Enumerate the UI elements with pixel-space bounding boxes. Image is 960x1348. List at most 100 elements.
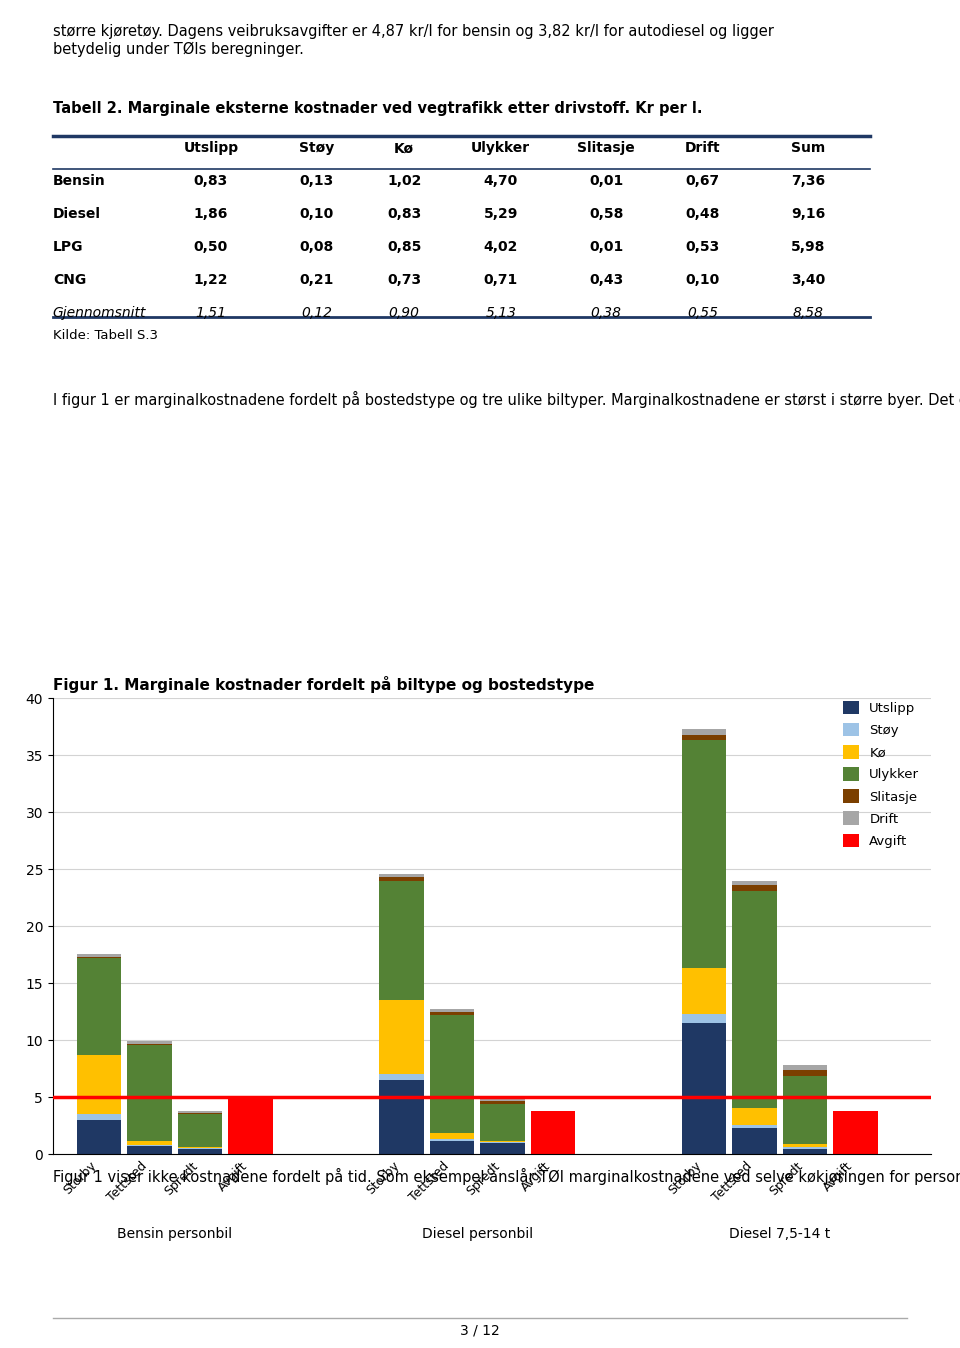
Text: 0,85: 0,85: [387, 240, 421, 255]
Bar: [77, 958, 121, 1055]
Text: Bensin: Bensin: [53, 174, 106, 189]
Text: Ulykker: Ulykker: [471, 142, 530, 155]
Text: 1,51: 1,51: [196, 306, 227, 321]
Text: Figur 1 viser ikke kostnadene fordelt på tid. Som eksempel anslår TØI marginalko: Figur 1 viser ikke kostnadene fordelt på…: [53, 1167, 960, 1185]
Bar: [77, 1115, 121, 1120]
Bar: [178, 1148, 222, 1154]
Bar: [178, 1113, 222, 1147]
Text: 0,01: 0,01: [589, 174, 623, 189]
Text: større kjøretøy. Dagens veibruksavgifter er 4,87 kr/l for bensin og 3,82 kr/l fo: større kjøretøy. Dagens veibruksavgifter…: [53, 24, 774, 57]
Text: Sum: Sum: [791, 142, 826, 155]
Text: 1,86: 1,86: [194, 208, 228, 221]
Text: 0,67: 0,67: [685, 174, 720, 189]
Text: 0,73: 0,73: [387, 274, 421, 287]
Text: Kilde: Tabell S.3: Kilde: Tabell S.3: [53, 329, 157, 341]
Text: Bensin personbil: Bensin personbil: [117, 1227, 232, 1240]
Text: Diesel: Diesel: [53, 208, 101, 221]
Bar: [128, 1146, 172, 1154]
Text: 3,40: 3,40: [791, 274, 826, 287]
Bar: [783, 1144, 828, 1147]
Text: 4,70: 4,70: [484, 174, 517, 189]
Text: 0,50: 0,50: [194, 240, 228, 255]
Text: Slitasje: Slitasje: [577, 142, 636, 155]
Bar: [783, 1065, 828, 1070]
Bar: [682, 968, 727, 1014]
Bar: [732, 880, 777, 886]
Bar: [682, 1014, 727, 1023]
Text: 0,55: 0,55: [687, 306, 718, 321]
Bar: [732, 1124, 777, 1128]
Bar: [128, 1042, 172, 1043]
Text: Utslipp: Utslipp: [183, 142, 238, 155]
Bar: [480, 1104, 525, 1142]
Bar: [480, 1099, 525, 1101]
Text: 1,02: 1,02: [387, 174, 421, 189]
Bar: [531, 1111, 575, 1154]
Text: 0,83: 0,83: [194, 174, 228, 189]
Text: 0,38: 0,38: [590, 306, 622, 321]
Bar: [77, 953, 121, 957]
Text: 3 / 12: 3 / 12: [460, 1324, 500, 1337]
Text: Støy: Støy: [299, 142, 334, 155]
Bar: [783, 1070, 828, 1076]
Text: 0,13: 0,13: [300, 174, 333, 189]
Text: 7,36: 7,36: [791, 174, 826, 189]
Bar: [732, 1108, 777, 1124]
Bar: [732, 1128, 777, 1154]
Text: 0,90: 0,90: [389, 306, 420, 321]
Bar: [732, 886, 777, 891]
Bar: [228, 1099, 273, 1154]
Text: 0,53: 0,53: [685, 240, 720, 255]
Text: 0,58: 0,58: [589, 208, 623, 221]
Text: 5,29: 5,29: [484, 208, 518, 221]
Bar: [682, 729, 727, 735]
Text: 0,71: 0,71: [484, 274, 517, 287]
Text: CNG: CNG: [53, 274, 86, 287]
Text: Drift: Drift: [685, 142, 721, 155]
Bar: [430, 1140, 474, 1154]
Text: 0,83: 0,83: [387, 208, 421, 221]
Text: LPG: LPG: [53, 240, 84, 255]
Text: Diesel personbil: Diesel personbil: [421, 1227, 533, 1240]
Bar: [128, 1140, 172, 1146]
Bar: [379, 1074, 423, 1080]
Bar: [128, 1045, 172, 1140]
Bar: [480, 1101, 525, 1104]
Bar: [77, 1120, 121, 1154]
Text: 1,22: 1,22: [194, 274, 228, 287]
Bar: [682, 1023, 727, 1154]
Bar: [833, 1111, 877, 1154]
Text: 0,43: 0,43: [589, 274, 623, 287]
Text: 8,58: 8,58: [793, 306, 824, 321]
Bar: [430, 1132, 474, 1139]
Bar: [430, 1015, 474, 1132]
Bar: [379, 1080, 423, 1154]
Bar: [480, 1143, 525, 1154]
Bar: [379, 880, 423, 1000]
Bar: [379, 874, 423, 878]
Text: 5,13: 5,13: [486, 306, 516, 321]
Text: 0,10: 0,10: [685, 274, 720, 287]
Bar: [379, 878, 423, 880]
Text: 0,21: 0,21: [300, 274, 333, 287]
Text: Tabell 2. Marginale eksterne kostnader ved vegtrafikk etter drivstoff. Kr per l.: Tabell 2. Marginale eksterne kostnader v…: [53, 101, 703, 116]
Bar: [379, 1000, 423, 1074]
Text: Kø: Kø: [395, 142, 414, 155]
Text: I figur 1 er marginalkostnadene fordelt på bostedstype og tre ulike biltyper. Ma: I figur 1 er marginalkostnadene fordelt …: [53, 391, 960, 408]
Text: 5,98: 5,98: [791, 240, 826, 255]
Text: Gjennomsnitt: Gjennomsnitt: [53, 306, 146, 321]
Text: 4,02: 4,02: [484, 240, 518, 255]
Bar: [732, 891, 777, 1108]
Bar: [783, 1076, 828, 1144]
Text: 0,01: 0,01: [589, 240, 623, 255]
Text: 0,08: 0,08: [300, 240, 333, 255]
Text: 9,16: 9,16: [791, 208, 826, 221]
Bar: [682, 740, 727, 968]
Bar: [178, 1111, 222, 1113]
Legend: Utslipp, Støy, Kø, Ulykker, Slitasje, Drift, Avgift: Utslipp, Støy, Kø, Ulykker, Slitasje, Dr…: [838, 696, 924, 853]
Text: 0,10: 0,10: [300, 208, 333, 221]
Text: Diesel 7,5-14 t: Diesel 7,5-14 t: [730, 1227, 830, 1240]
Bar: [783, 1148, 828, 1154]
Text: 0,48: 0,48: [685, 208, 720, 221]
Bar: [430, 1012, 474, 1015]
